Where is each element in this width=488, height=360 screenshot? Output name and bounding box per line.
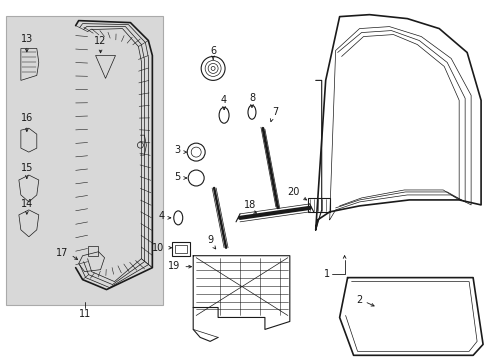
Bar <box>172 242 190 256</box>
Text: 11: 11 <box>79 310 91 319</box>
Text: 13: 13 <box>21 33 33 44</box>
Text: 18: 18 <box>244 200 256 210</box>
Text: 12: 12 <box>94 36 106 46</box>
Text: 5: 5 <box>174 172 180 182</box>
FancyBboxPatch shape <box>6 15 163 305</box>
Text: 1: 1 <box>323 269 329 279</box>
Text: 19: 19 <box>168 261 180 271</box>
Text: 14: 14 <box>21 199 33 209</box>
Text: 6: 6 <box>210 45 216 55</box>
Text: 16: 16 <box>21 113 33 123</box>
Bar <box>175 245 187 253</box>
Text: 7: 7 <box>271 107 278 117</box>
Text: 10: 10 <box>152 243 164 253</box>
Text: 8: 8 <box>248 93 255 103</box>
Bar <box>307 198 329 212</box>
Text: 15: 15 <box>21 163 33 173</box>
Bar <box>87 246 98 256</box>
Text: 3: 3 <box>174 145 180 155</box>
Text: 17: 17 <box>56 248 68 258</box>
Text: 9: 9 <box>206 235 213 245</box>
Text: 4: 4 <box>221 95 227 105</box>
Text: 20: 20 <box>287 187 299 197</box>
Text: 2: 2 <box>356 294 362 305</box>
Text: 4: 4 <box>158 211 164 221</box>
